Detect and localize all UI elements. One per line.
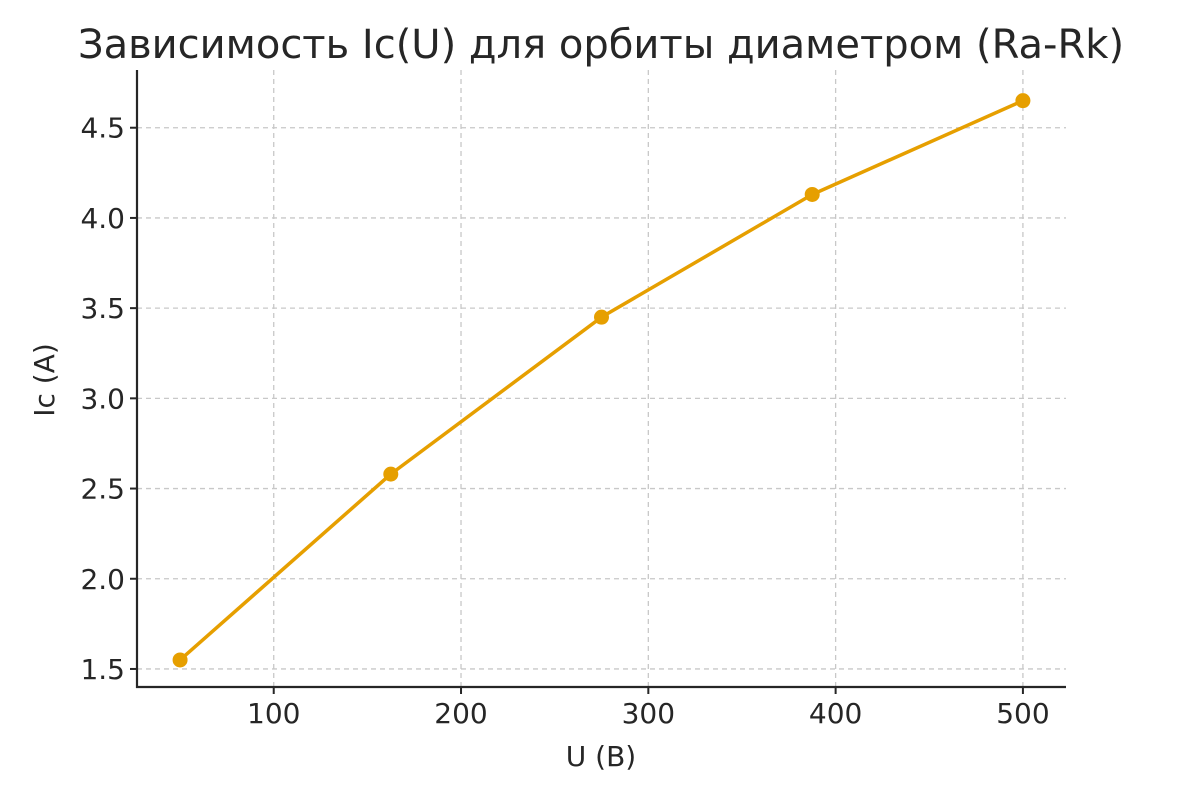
series-layer (172, 93, 1031, 668)
y-tick-label: 3.0 (80, 382, 125, 415)
data-point (1015, 93, 1031, 109)
y-tick-label: 3.5 (80, 292, 125, 325)
x-tick-label: 100 (247, 697, 300, 730)
x-tick-label: 500 (996, 697, 1049, 730)
y-axis-label: Ic (A) (28, 343, 61, 417)
chart-title: Зависимость Ic(U) для орбиты диаметром (… (78, 22, 1124, 68)
x-tick-label: 200 (434, 697, 487, 730)
series-line (178, 98, 1025, 662)
x-axis-label: U (В) (566, 740, 636, 773)
y-tick-label: 2.5 (80, 473, 125, 506)
y-tick-label: 4.0 (80, 202, 125, 235)
axes (135, 70, 1066, 689)
grid (137, 70, 1066, 687)
data-point (383, 466, 399, 482)
y-tick-label: 4.5 (80, 112, 125, 145)
data-point (804, 186, 820, 202)
x-tick-label: 400 (809, 697, 862, 730)
y-tick-label: 1.5 (80, 653, 125, 686)
ticks: 100 200 300 400 500 1.5 2.0 2.5 3.0 3.5 4.0 4.5 (80, 112, 1049, 730)
data-point (172, 652, 188, 668)
y-tick-label: 2.0 (80, 563, 125, 596)
x-tick-label: 300 (622, 697, 675, 730)
data-point (594, 309, 609, 325)
